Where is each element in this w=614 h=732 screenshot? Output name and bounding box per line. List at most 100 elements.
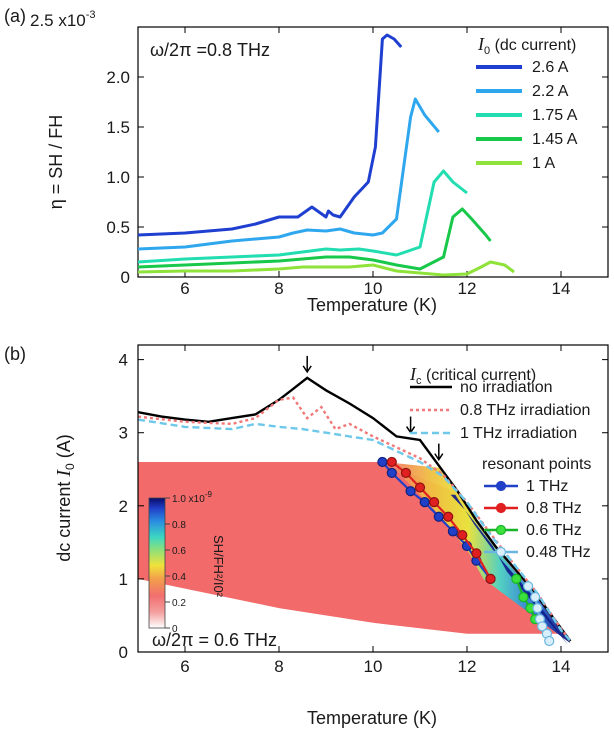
series-line	[137, 260, 515, 277]
colorbar-tick-label: 0	[172, 624, 178, 635]
x-tick-label: 12	[458, 657, 477, 676]
resonant-points-legend: 1 THz 0.8 THz 0.6 THz 0.48 THz	[484, 478, 591, 561]
panel-b-x-axis-label: Temperature (K)	[307, 708, 437, 728]
critical-current-line	[138, 418, 572, 642]
resonant-point	[485, 573, 496, 585]
legend-label: 0.6 THz	[526, 522, 582, 539]
resonant-point	[429, 497, 440, 508]
resonant-point	[377, 456, 388, 468]
panel-a-x-axis-label: Temperature (K)	[307, 295, 437, 315]
legend-marker	[495, 546, 507, 558]
panel-a-y-ticks: 0 0.5 1.0 1.5 2.0	[106, 68, 608, 287]
critical-current-line	[138, 396, 572, 642]
y-tick-label: 0	[119, 643, 128, 662]
panel-b-y-ticks: 0 1 2 3 4	[119, 351, 608, 662]
resonant-point	[522, 581, 534, 592]
colorbar	[148, 497, 166, 629]
x-tick-label: 14	[552, 657, 571, 676]
x-tick-label: 8	[274, 657, 283, 676]
legend-label: 2.6 A	[532, 59, 569, 76]
colorbar-tick-label: 0.2	[172, 598, 186, 609]
resonant-point	[414, 482, 426, 493]
legend-marker	[495, 524, 507, 536]
panel-a-annotation: ω/2π =0.8 THz	[150, 40, 270, 60]
tc-arrow-head	[302, 365, 312, 374]
x-tick-label: 14	[552, 279, 571, 298]
legend-label: 0.8 THz	[526, 500, 582, 517]
legend-label: 0.48 THz	[526, 544, 591, 561]
resonant-point	[518, 592, 529, 603]
x-tick-label: 8	[274, 279, 283, 298]
critical-current-legend: no irradiation 0.8 THz irradiation 1 THz i…	[410, 379, 590, 442]
tc-arrows	[302, 355, 444, 461]
x-tick-label: 12	[458, 279, 477, 298]
y-tick-label: 4	[119, 351, 128, 370]
y-tick-label: 2	[119, 497, 128, 516]
legend-label: no irradiation	[460, 379, 553, 396]
legend-marker	[495, 502, 507, 514]
legend-label: 0.8 THz irradiation	[460, 402, 590, 419]
legend-label: 1 A	[532, 155, 555, 172]
x-tick-label: 10	[364, 279, 383, 298]
colorbar-tick-label: 0.4	[172, 572, 186, 583]
resonant-point	[447, 526, 458, 537]
panel-b-x-ticks: 6 8 10 12 14	[180, 345, 570, 676]
resonant-point	[405, 486, 416, 497]
legend-marker	[495, 480, 507, 492]
colorbar-label: SH/FH²/I0²	[211, 535, 226, 598]
panel-a-series	[137, 33, 515, 277]
y-tick-label: 0	[121, 268, 130, 287]
resonant-legend-title: resonant points	[482, 456, 591, 473]
panel-b-y-axis-label: dc current I0 (A)	[53, 434, 77, 561]
panel-a-legend: 2.6 A 2.2 A 1.75 A 1.45 A 1 A	[476, 59, 578, 172]
panel-a: (a) 2.5 x10-3 6 8 10 12 14 0 0.5 1.0 1.5 2.0 Tem…	[4, 6, 609, 315]
colorbar-tick-label: 1.0 x10-9	[172, 490, 212, 505]
resonant-point	[544, 635, 555, 647]
colorbar-ticks: 0 0.2 0.4 0.6 0.8 1.0 x10-9	[165, 490, 212, 635]
resonant-line	[515, 578, 537, 620]
series-line	[137, 207, 492, 271]
y-tick-label: 2.0	[106, 68, 130, 87]
resonant-point-series	[377, 456, 555, 647]
resonant-point	[537, 621, 548, 632]
panel-a-y-scale: 2.5 x10-3	[30, 9, 96, 30]
resonant-point	[471, 548, 482, 559]
resonant-point	[419, 497, 430, 508]
panel-b-label: (b)	[4, 344, 26, 364]
colorbar-tick-label: 0.8	[172, 520, 186, 531]
critical-current-legend-title: Ic (critical current)	[409, 364, 536, 387]
series-line	[137, 33, 403, 237]
legend-label: 1 THz irradiation	[460, 425, 577, 442]
resonant-point	[386, 456, 397, 468]
legend-label: 2.2 A	[532, 83, 569, 100]
y-tick-label: 1.0	[106, 168, 130, 187]
x-tick-label: 6	[180, 279, 189, 298]
panel-a-y-axis-label: η = SH / FH	[46, 115, 66, 210]
y-tick-label: 1	[119, 570, 128, 589]
resonant-point	[532, 603, 543, 614]
resonant-point	[511, 573, 522, 585]
x-tick-label: 10	[364, 657, 383, 676]
resonant-point	[457, 529, 468, 541]
legend-label: 1 THz	[526, 478, 568, 495]
resonant-point	[400, 467, 411, 479]
colorbar-tick-label: 0.6	[172, 546, 186, 557]
resonant-point	[530, 592, 541, 603]
legend-label: 1.45 A	[532, 131, 578, 148]
colorbar-exponent: -9	[205, 490, 213, 499]
panel-a-legend-title: I0 (dc current)	[477, 34, 576, 57]
y-tick-label: 0.5	[106, 218, 130, 237]
resonant-point	[386, 467, 397, 479]
panel-a-label: (a)	[4, 6, 26, 26]
legend-label: 1.75 A	[532, 107, 578, 124]
x-tick-label: 6	[180, 657, 189, 676]
series-line	[137, 169, 468, 264]
resonant-point	[433, 511, 444, 522]
series-line	[137, 97, 440, 251]
tc-arrow-head	[434, 453, 444, 461]
y-tick-label: 1.5	[106, 118, 130, 137]
y-tick-label: 3	[119, 424, 128, 443]
panel-a-x-ticks: 6 8 10 12 14	[180, 27, 570, 298]
